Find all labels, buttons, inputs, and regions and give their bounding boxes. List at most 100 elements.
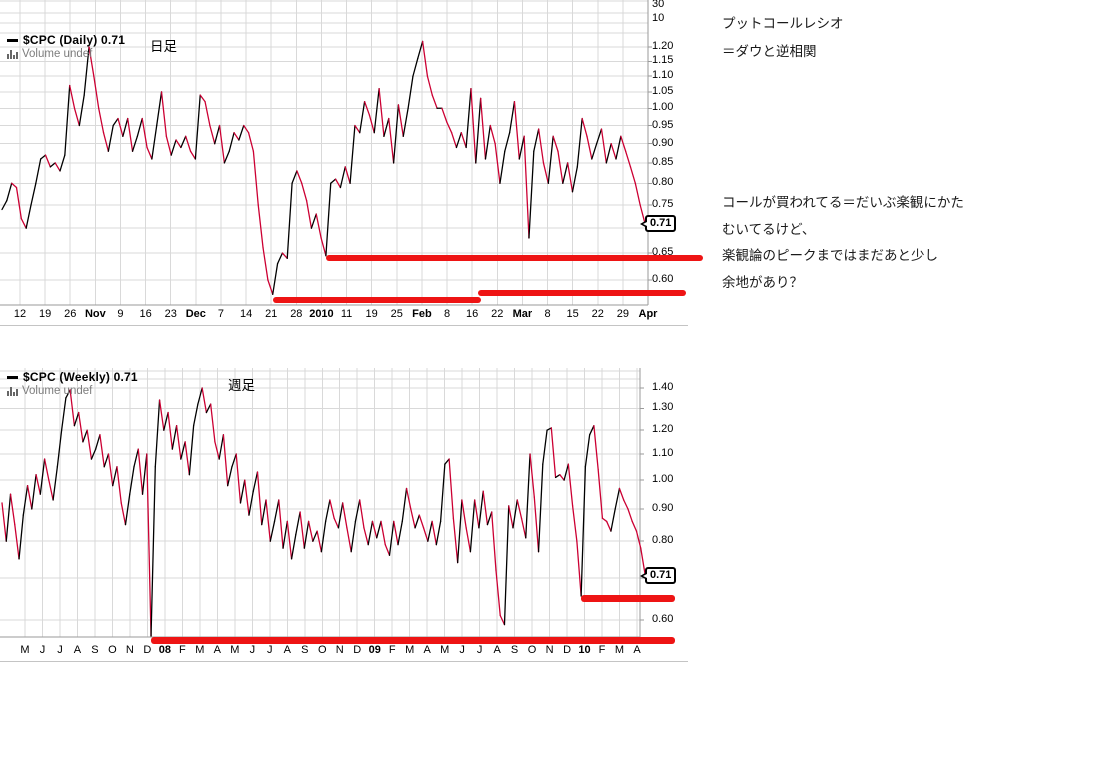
- volume-bars-icon: [7, 49, 18, 59]
- y-axis-tick: 1.30: [652, 401, 674, 414]
- x-axis-tick: Nov: [84, 308, 106, 320]
- x-axis-tick: 26: [64, 308, 77, 320]
- axis-underline: [0, 325, 688, 326]
- x-axis-tick: 15: [566, 308, 579, 320]
- y-axis-tick: 30: [652, 0, 665, 10]
- weekly-timeframe-label: 週足: [228, 378, 255, 393]
- x-axis-tick: Dec: [185, 308, 206, 320]
- x-axis-tick: 29: [616, 308, 629, 320]
- y-axis-tick: 1.20: [652, 423, 674, 436]
- x-axis-tick: 7: [217, 308, 225, 320]
- note-line: 余地があり？: [722, 274, 803, 290]
- x-axis-tick: J: [249, 644, 256, 656]
- x-axis-tick: A: [493, 644, 501, 656]
- x-axis-tick: F: [388, 644, 396, 656]
- x-axis-tick: J: [459, 644, 465, 656]
- x-axis-tick: Apr: [638, 308, 658, 320]
- x-axis-tick: S: [510, 644, 519, 656]
- x-axis-tick: Mar: [512, 308, 533, 320]
- y-axis-tick: 0.90: [652, 136, 674, 149]
- x-axis-tick: N: [125, 644, 134, 656]
- note-line: プットコールレシオ: [722, 16, 844, 31]
- y-axis-tick: 0.80: [652, 176, 674, 189]
- y-axis-tick: 0.60: [652, 273, 674, 285]
- x-axis-tick: 23: [164, 308, 177, 320]
- x-axis-tick: O: [317, 644, 327, 656]
- x-axis-tick: D: [143, 644, 152, 656]
- y-axis-tick: 1.40: [652, 381, 674, 393]
- x-axis-tick: 09: [368, 644, 381, 656]
- weekly-legend-title: $CPC (Weekly) 0.71: [23, 370, 138, 384]
- x-axis-tick: S: [301, 644, 309, 656]
- daily-legend: $CPC (Daily) 0.71 Volume undef: [7, 33, 125, 60]
- x-axis-tick: M: [405, 644, 415, 656]
- x-axis-tick: A: [73, 644, 82, 656]
- y-axis-tick: 0.90: [652, 501, 674, 514]
- x-axis-tick: M: [614, 644, 625, 656]
- x-axis-tick: D: [563, 644, 572, 656]
- series-line-icon: [7, 38, 18, 42]
- x-axis-tick: 2010: [309, 308, 334, 320]
- y-axis-tick: 1.10: [652, 69, 674, 82]
- x-axis-tick: J: [57, 644, 63, 656]
- x-axis-tick: A: [283, 644, 291, 656]
- x-axis-tick: Feb: [412, 308, 432, 320]
- x-axis-tick: 8: [544, 308, 551, 320]
- note-line: 楽観論のピークまではまだあと少し: [722, 248, 938, 263]
- x-axis-tick: O: [527, 644, 537, 656]
- x-axis-tick: N: [335, 644, 344, 656]
- x-axis-tick: 19: [365, 308, 378, 320]
- x-axis-tick: 19: [38, 308, 52, 320]
- y-axis-tick: 1.20: [652, 40, 674, 52]
- x-axis-tick: J: [476, 644, 483, 656]
- y-axis-tick: 0.80: [652, 534, 674, 547]
- note-line: むいてるけど、: [722, 221, 816, 237]
- weekly-legend: $CPC (Weekly) 0.71 Volume undef: [7, 370, 138, 397]
- x-axis-tick: J: [39, 644, 46, 656]
- x-axis-tick: O: [108, 644, 117, 656]
- x-axis-tick: 9: [117, 308, 124, 320]
- volume-bars-icon: [7, 386, 18, 396]
- x-axis-tick: 25: [390, 308, 403, 320]
- daily-legend-title: $CPC (Daily) 0.71: [23, 33, 126, 47]
- x-axis-tick: 08: [158, 644, 171, 656]
- x-axis-tick: M: [195, 644, 205, 656]
- x-axis-tick: N: [545, 644, 554, 656]
- x-axis-tick: 8: [443, 308, 451, 320]
- weekly-plot: [0, 368, 646, 638]
- x-axis-tick: F: [178, 644, 186, 656]
- x-axis-tick: J: [267, 644, 273, 656]
- y-axis-tick: 1.15: [652, 54, 674, 67]
- x-axis-tick: F: [598, 644, 606, 656]
- weekly-legend-subtitle: Volume undef: [22, 385, 93, 397]
- note-putcall-ratio: プットコールレシオ ＝ダウと逆相関: [722, 10, 844, 66]
- x-axis-tick: 16: [139, 308, 152, 320]
- x-axis-tick: M: [440, 644, 450, 656]
- x-axis-tick: 28: [290, 308, 303, 320]
- note-optimism-comment: コールが買われてる＝だいぶ楽観にかた むいてるけど、 楽観論のピークまではまだあ…: [722, 190, 964, 296]
- x-axis-tick: M: [230, 644, 240, 656]
- y-axis-tick: 1.00: [652, 473, 674, 486]
- x-axis-tick: A: [423, 644, 431, 656]
- support-line-annotation: [478, 290, 686, 296]
- y-axis-tick: 1.10: [652, 447, 674, 460]
- axis-underline: [0, 661, 688, 662]
- x-axis-tick: D: [353, 644, 362, 656]
- support-line-annotation: [151, 637, 675, 644]
- daily-last-value-label: 0.71: [639, 215, 677, 232]
- note-line: コールが買われてる＝だいぶ楽観にかた: [722, 195, 964, 210]
- x-axis-tick: 21: [265, 308, 278, 320]
- y-axis-tick: 10: [652, 12, 665, 24]
- x-axis-tick: 14: [239, 308, 253, 320]
- x-axis-tick: M: [20, 644, 30, 656]
- weekly-last-value-label: 0.71: [639, 567, 677, 584]
- series-line-icon: [7, 375, 18, 379]
- y-axis-tick: 1.00: [652, 101, 674, 114]
- support-line-annotation: [273, 297, 481, 303]
- x-axis-tick: 11: [340, 308, 353, 320]
- daily-timeframe-label: 日足: [150, 39, 177, 54]
- y-axis-tick: 1.05: [652, 84, 674, 97]
- y-axis-tick: 0.60: [652, 613, 674, 625]
- daily-plot: [0, 0, 652, 306]
- y-axis-tick: 0.75: [652, 197, 674, 210]
